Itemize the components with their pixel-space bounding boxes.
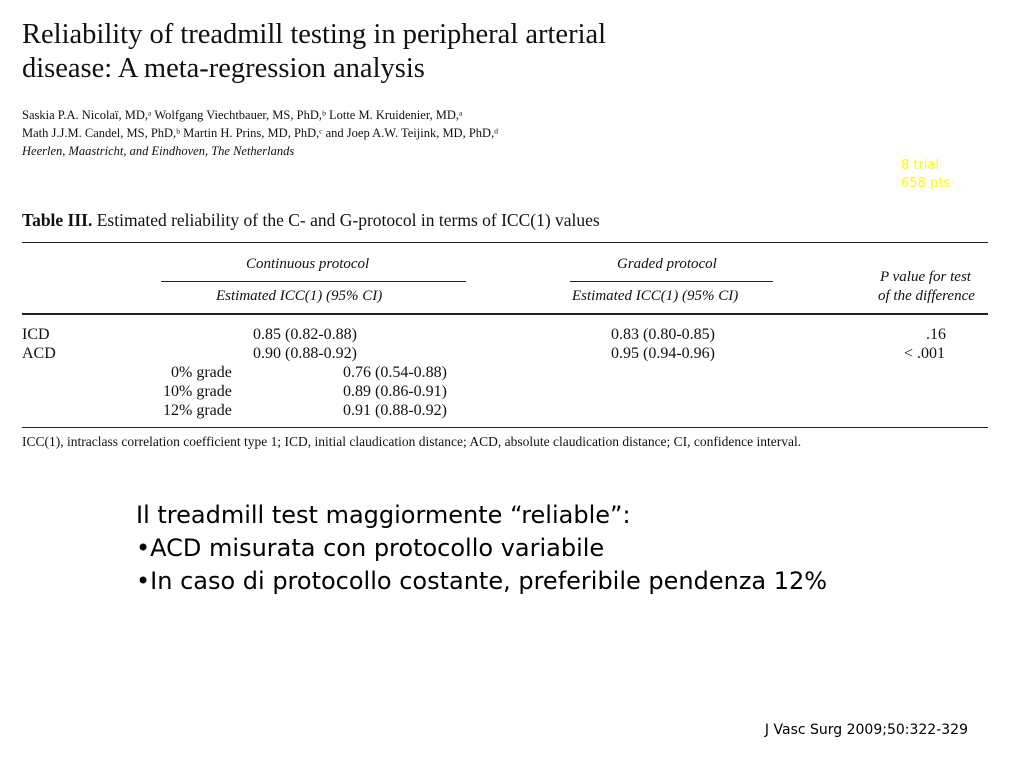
table-footnote: ICC(1), intraclass correlation coefficie…: [22, 434, 802, 449]
authors-line1: Saskia P.A. Nicolaï, MD,ᵃ Wolfgang Viech…: [22, 108, 463, 122]
header-graded-icc: Estimated ICC(1) (95% CI): [572, 288, 739, 304]
table-header-rule: [22, 313, 988, 315]
paper-title: Reliability of treadmill testing in peri…: [22, 18, 702, 86]
paper-title-line2: disease: A meta-regression analysis: [22, 53, 425, 84]
row-label: ICD: [22, 326, 50, 343]
subrow-label: 0% grade: [171, 364, 232, 381]
authors-line2: Math J.J.M. Candel, MS, PhD,ᵇ Martin H. …: [22, 126, 499, 140]
row-pvalue: < .001: [904, 345, 946, 362]
header-pvalue-line2: of the difference: [878, 288, 975, 304]
table-caption: Table III. Estimated reliability of the …: [22, 210, 600, 231]
header-pvalue-line1: P value for test: [880, 269, 971, 285]
table-caption-text: Estimated reliability of the C- and G-pr…: [96, 210, 600, 230]
row-label: ACD: [22, 345, 56, 362]
header-continuous-protocol: Continuous protocol: [246, 256, 370, 272]
graded-group-rule: [570, 281, 773, 282]
annotation-line1: 8 trial: [901, 158, 940, 173]
row-continuous-value: 0.85 (0.82-0.88): [253, 326, 357, 343]
paper-authors: Saskia P.A. Nicolaï, MD,ᵃ Wolfgang Viech…: [22, 106, 722, 160]
header-continuous-icc: Estimated ICC(1) (95% CI): [216, 288, 383, 304]
table-caption-label: Table III.: [22, 210, 93, 230]
summary-bullet-text: In caso di protocollo costante, preferib…: [150, 567, 828, 595]
bullet-marker: •: [136, 534, 151, 562]
header-graded-protocol: Graded protocol: [617, 256, 717, 272]
continuous-group-rule: [161, 281, 466, 282]
row-graded-value: 0.95 (0.94-0.96): [611, 345, 715, 362]
affiliation: Heerlen, Maastricht, and Eindhoven, The …: [22, 144, 295, 158]
summary-bullet: •ACD misurata con protocollo variabile: [136, 532, 827, 565]
paper-title-line1: Reliability of treadmill testing in peri…: [22, 19, 607, 50]
row-graded-value: 0.83 (0.80-0.85): [611, 326, 715, 343]
subrow-value: 0.91 (0.88-0.92): [343, 402, 447, 419]
table-bottom-rule: [22, 427, 988, 428]
bullet-marker: •: [136, 567, 151, 595]
summary-bullet: •In caso di protocollo costante, preferi…: [136, 565, 827, 598]
trial-count-annotation: 8 trial 658 pts: [901, 157, 950, 193]
subrow-value: 0.76 (0.54-0.88): [343, 364, 447, 381]
row-pvalue: .16: [926, 326, 946, 343]
row-continuous-value: 0.90 (0.88-0.92): [253, 345, 357, 362]
annotation-line2: 658 pts: [901, 176, 951, 191]
table-top-rule: [22, 242, 988, 243]
summary-text: Il treadmill test maggiormente “reliable…: [136, 499, 827, 598]
summary-heading: Il treadmill test maggiormente “reliable…: [136, 501, 631, 529]
citation: J Vasc Surg 2009;50:322-329: [764, 722, 968, 738]
subrow-label: 12% grade: [163, 402, 232, 419]
subrow-value: 0.89 (0.86-0.91): [343, 383, 447, 400]
summary-bullet-text: ACD misurata con protocollo variabile: [150, 534, 605, 562]
subrow-label: 10% grade: [163, 383, 232, 400]
